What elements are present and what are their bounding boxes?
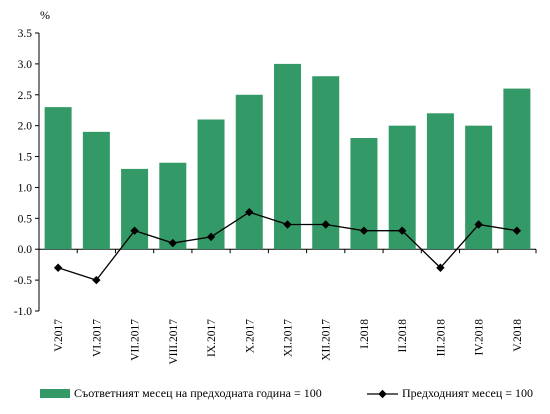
x-tick-label: X.2017 xyxy=(244,319,256,353)
y-tick-label: 3.0 xyxy=(18,59,33,71)
y-tick-label: 2.5 xyxy=(18,90,33,102)
bar xyxy=(44,107,72,250)
line-point-marker xyxy=(53,263,63,272)
line-point-marker xyxy=(397,226,407,235)
x-tick-label: VI.2017 xyxy=(91,319,103,357)
bar xyxy=(426,113,454,250)
legend-line-marker xyxy=(378,389,387,399)
x-tick-label: I.2018 xyxy=(359,319,371,349)
line-point-marker xyxy=(436,263,445,272)
legend-bar-swatch xyxy=(40,389,70,398)
y-tick-label: 0.5 xyxy=(18,213,33,225)
y-tick-label: -1.0 xyxy=(14,306,32,318)
x-tick-label: III.2018 xyxy=(435,319,447,357)
y-tick-label: 1.5 xyxy=(18,152,33,164)
line-point-marker xyxy=(168,238,178,248)
x-tick-label: V.2018 xyxy=(512,319,524,352)
x-tick-label: II.2018 xyxy=(397,319,409,353)
line-point-marker xyxy=(130,226,139,235)
y-tick-label: 2.0 xyxy=(18,121,33,133)
x-tick-label: VII.2017 xyxy=(130,319,142,361)
y-axis-label: % xyxy=(40,8,50,22)
legend-line-label: Предходният месец = 100 xyxy=(402,386,533,400)
y-tick-label: 1.0 xyxy=(18,182,33,194)
x-tick-label: VIII.2017 xyxy=(168,319,180,365)
line-point-marker xyxy=(206,232,216,242)
bar xyxy=(197,119,225,250)
y-tick-label: 3.5 xyxy=(18,28,33,40)
y-tick-label: -0.5 xyxy=(14,275,32,287)
line-point-marker xyxy=(321,220,330,229)
line-point-marker xyxy=(283,220,292,229)
x-tick-label: IV.2018 xyxy=(474,319,486,356)
line-point-marker xyxy=(359,226,369,235)
bar xyxy=(82,131,110,250)
bar xyxy=(159,162,187,250)
x-tick-label: XII.2017 xyxy=(321,319,333,361)
bar xyxy=(503,88,531,250)
legend-bar-label: Съответният месец на предходната година … xyxy=(74,386,322,400)
line-point-marker xyxy=(92,275,101,285)
bar xyxy=(274,63,301,250)
line-point-marker xyxy=(512,226,522,235)
y-tick-label: 0.0 xyxy=(18,244,33,256)
x-tick-label: V.2017 xyxy=(53,319,65,352)
x-tick-label: IX.2017 xyxy=(206,319,218,357)
bar xyxy=(121,168,149,250)
x-tick-label: XI.2017 xyxy=(283,319,295,357)
line-point-marker xyxy=(245,207,254,217)
bar xyxy=(235,94,263,250)
bar xyxy=(465,125,493,250)
line-point-marker xyxy=(474,220,483,229)
